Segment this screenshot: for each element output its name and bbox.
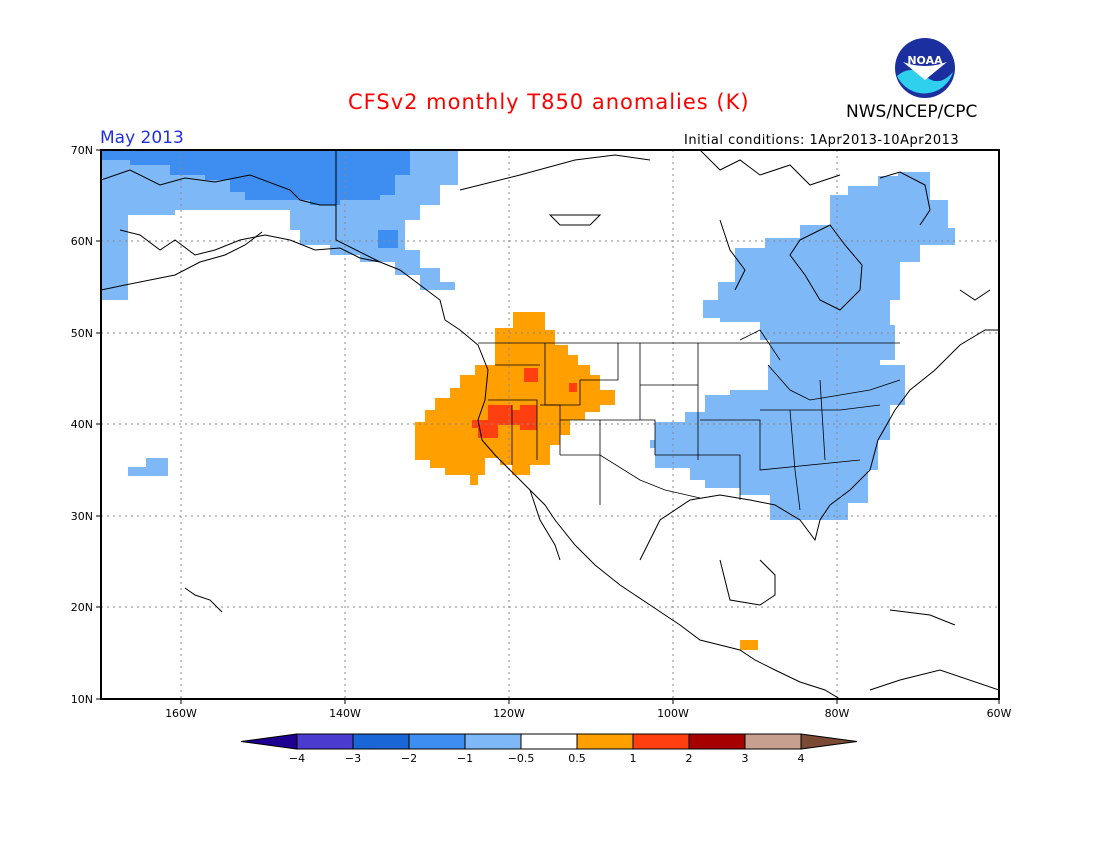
lon-tick-80w: 80W [825, 707, 850, 720]
logo-text: NOAA [907, 54, 943, 67]
colorbar-label: 4 [798, 752, 805, 765]
colorbar-segment [632, 733, 690, 750]
anomaly-nevada-warm-core [472, 405, 537, 438]
lon-tick-160w: 160W [165, 707, 197, 720]
initial-conditions-label: Initial conditions: 1Apr2013-10Apr2013 [684, 133, 960, 148]
colorbar-label: −0.5 [508, 752, 535, 765]
page-title: CFSv2 monthly T850 anomalies (K) [348, 90, 750, 114]
lat-tick-60n: 60N [71, 235, 93, 248]
colorbar-segment [408, 733, 466, 750]
anomaly-western-us-warm [415, 312, 615, 485]
colorbar-label: 0.5 [568, 752, 586, 765]
colorbar-segment [576, 733, 634, 750]
lon-tick-140w: 140W [329, 707, 361, 720]
noaa-logo: NOAA [895, 38, 955, 98]
graticule [101, 150, 999, 699]
agency-label: NWS/NCEP/CPC [846, 102, 978, 122]
colorbar-label: −1 [457, 752, 473, 765]
colorbar-segment [744, 733, 802, 750]
colorbar-label: 3 [742, 752, 749, 765]
anomaly-pacific-cool [128, 458, 168, 476]
colorbar-segment [464, 733, 522, 750]
anomaly-idaho-warm-spot [524, 368, 538, 382]
colorbar-segment [688, 733, 746, 750]
colorbar: −4 −3 −2 −1 −0.5 0.5 1 2 3 4 [240, 733, 858, 765]
coastlines [101, 150, 999, 699]
lon-tick-120w: 120W [493, 707, 525, 720]
political-borders [478, 329, 901, 511]
anomaly-alaska-cold-spot [378, 230, 398, 248]
colorbar-label: −3 [345, 752, 361, 765]
anomaly-eastern-canada-cool [703, 172, 955, 365]
anomaly-wyoming-warm-spot [569, 383, 577, 392]
colorbar-label: 1 [630, 752, 637, 765]
colorbar-label: −2 [401, 752, 417, 765]
colorbar-arrow-low [240, 733, 298, 750]
lon-tick-100w: 100W [657, 707, 689, 720]
colorbar-segment [352, 733, 410, 750]
anomaly-central-america-warm [740, 640, 758, 650]
colorbar-label: −4 [289, 752, 305, 765]
lat-tick-20n: 20N [71, 601, 93, 614]
lat-tick-40n: 40N [71, 418, 93, 431]
lat-tick-30n: 30N [71, 510, 93, 523]
lat-tick-10n: 10N [71, 693, 93, 706]
lat-tick-50n: 50N [71, 327, 93, 340]
tick-marks [96, 149, 1000, 704]
colorbar-segment [296, 733, 354, 750]
colorbar-segment [520, 733, 578, 750]
lat-tick-70n: 70N [71, 144, 93, 157]
colorbar-arrow-high [800, 733, 858, 750]
anomaly-eastern-us-cool [650, 365, 905, 520]
lon-tick-60w: 60W [987, 707, 1012, 720]
colorbar-label: 2 [686, 752, 693, 765]
forecast-month: May 2013 [100, 128, 184, 148]
